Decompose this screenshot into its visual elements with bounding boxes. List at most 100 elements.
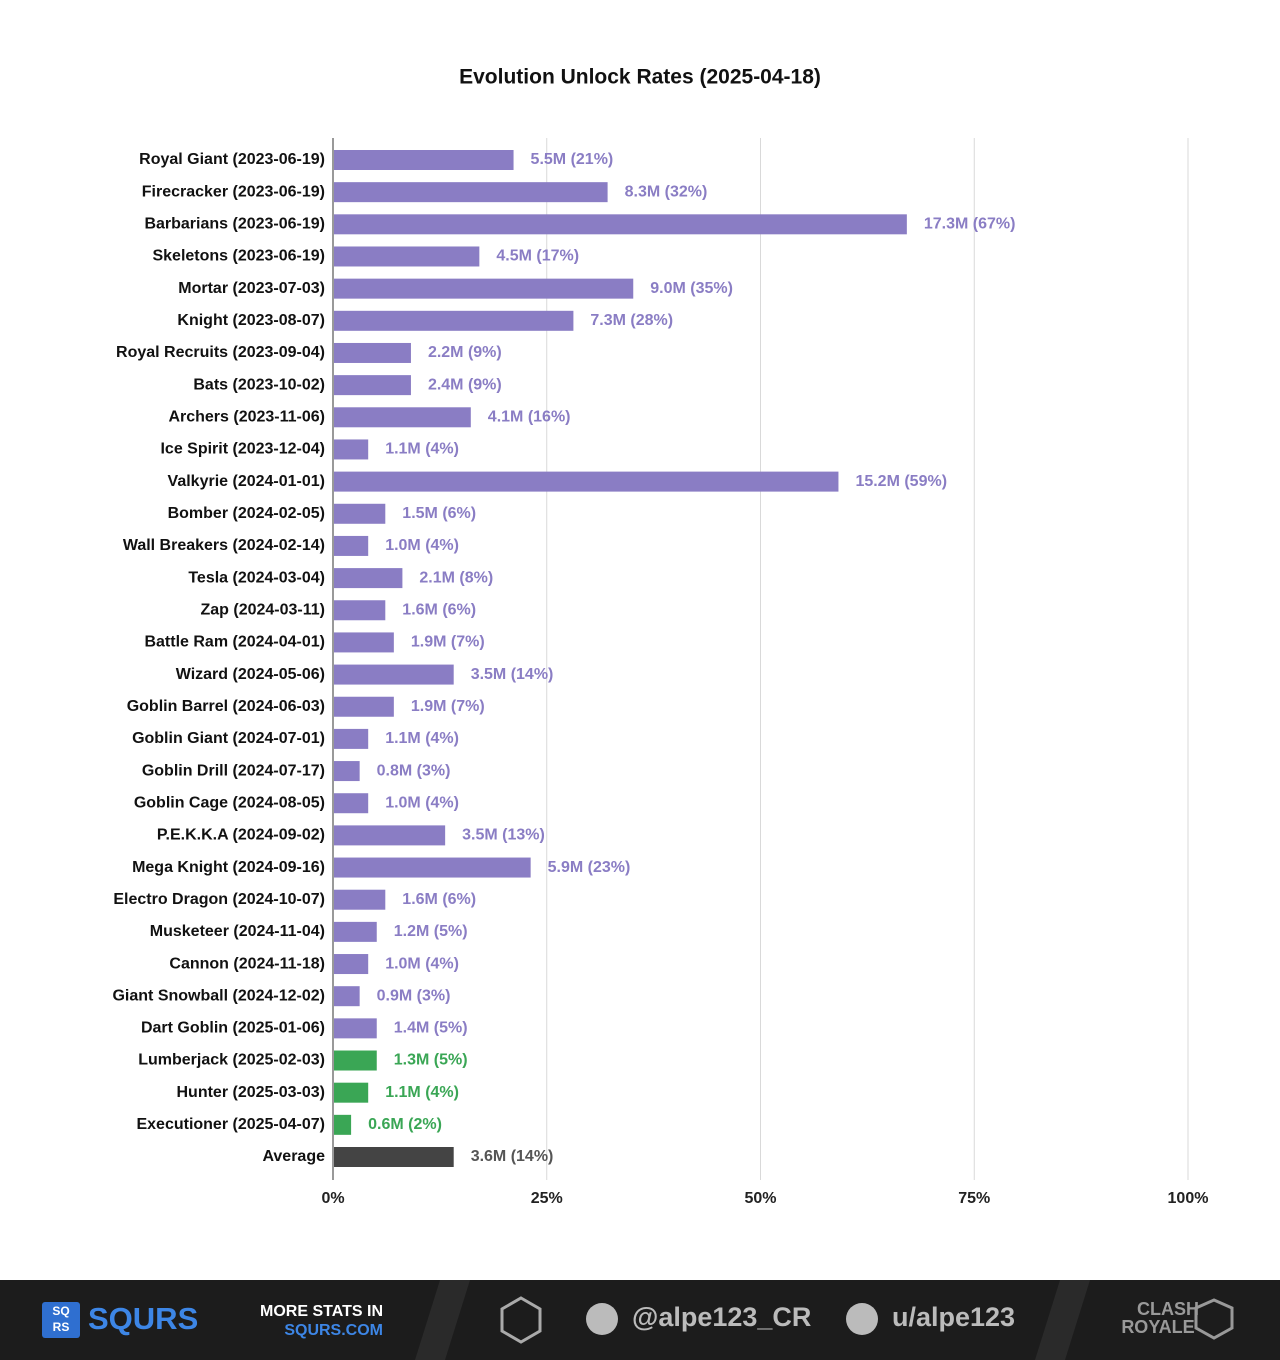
bar [334, 1147, 454, 1167]
y-tick-label: Mortar (2023-07-03) [178, 280, 325, 297]
value-label: 2.2M (9%) [428, 344, 502, 361]
value-label: 7.3M (28%) [590, 312, 673, 329]
value-label: 1.6M (6%) [402, 601, 476, 618]
x-tick-label: 75% [958, 1190, 990, 1207]
value-label: 1.9M (7%) [411, 634, 485, 651]
value-label: 2.4M (9%) [428, 376, 502, 393]
value-label: 1.0M (4%) [385, 537, 459, 554]
crown-icon [1194, 1298, 1234, 1340]
logo-icon [42, 1302, 80, 1338]
y-tick-label: Executioner (2025-04-07) [136, 1116, 325, 1133]
y-tick-label: Dart Goblin (2025-01-06) [141, 1020, 325, 1037]
bar [334, 825, 446, 846]
bar [334, 857, 531, 878]
value-label: 3.6M (14%) [471, 1148, 554, 1165]
bar [334, 1114, 352, 1135]
y-tick-label: Cannon (2024-11-18) [169, 955, 325, 972]
bar [334, 632, 394, 653]
value-label: 8.3M (32%) [625, 183, 708, 200]
bar [334, 310, 574, 331]
bar [334, 889, 386, 910]
y-tick-label: Valkyrie (2024-01-01) [168, 473, 325, 490]
reddit-handle: u/alpe123 [892, 1302, 1015, 1332]
y-tick-label: Average [262, 1148, 325, 1165]
value-label: 9.0M (35%) [650, 280, 733, 297]
bar [334, 986, 360, 1007]
site: SQURS.COM [284, 1322, 383, 1339]
y-tick-label: Electro Dragon (2024-10-07) [113, 891, 325, 908]
value-label: 15.2M (59%) [855, 473, 947, 490]
x-tick-label: 0% [321, 1190, 344, 1207]
y-tick-label: Bomber (2024-02-05) [168, 505, 325, 522]
value-label: 1.5M (6%) [402, 505, 476, 522]
bar [334, 342, 411, 363]
value-label: 1.1M (4%) [385, 1084, 459, 1101]
promo: MORE STATS IN [260, 1303, 383, 1320]
bar [334, 246, 480, 267]
y-tick-label: Wall Breakers (2024-02-14) [123, 537, 325, 554]
value-label: 1.9M (7%) [411, 698, 485, 715]
value-label: 17.3M (67%) [924, 216, 1016, 233]
y-tick-label: Goblin Barrel (2024-06-03) [127, 698, 325, 715]
bar [334, 1050, 377, 1071]
bar [334, 535, 369, 556]
x-tick-label: 25% [531, 1190, 563, 1207]
chart-title: Evolution Unlock Rates (2025-04-18) [459, 66, 821, 89]
value-label: 1.0M (4%) [385, 955, 459, 972]
reddit-icon [846, 1303, 878, 1335]
value-label: 5.5M (21%) [531, 151, 614, 168]
bar [334, 150, 514, 170]
bar [334, 600, 386, 621]
separator [1035, 1280, 1090, 1360]
value-label: 0.9M (3%) [377, 987, 451, 1004]
value-label: 2.1M (8%) [419, 569, 493, 586]
bar [334, 568, 403, 589]
value-label: 1.1M (4%) [385, 441, 459, 458]
plot-area: 0% 25% 50% 75% 100% Royal Giant (2023-06-19) 5… [112, 138, 1208, 1207]
game-logo: CLASH [1137, 1299, 1199, 1319]
y-tick-label: Mega Knight (2024-09-16) [132, 859, 325, 876]
bar [334, 375, 411, 396]
bar [334, 696, 394, 717]
y-tick-label: Firecracker (2023-06-19) [142, 183, 325, 200]
y-tick-label: Tesla (2024-03-04) [188, 569, 325, 586]
value-label: 5.9M (23%) [548, 859, 631, 876]
value-label: 0.6M (2%) [368, 1116, 442, 1133]
brand: SQURS [88, 1301, 198, 1336]
y-tick-label: Ice Spirit (2023-12-04) [160, 441, 325, 458]
y-tick-label: Goblin Drill (2024-07-17) [142, 762, 325, 779]
y-tick-label: Lumberjack (2025-02-03) [138, 1052, 325, 1069]
value-label: 3.5M (13%) [462, 827, 545, 844]
value-label: 1.0M (4%) [385, 794, 459, 811]
y-tick-label: Skeletons (2023-06-19) [152, 248, 325, 265]
twitter-icon [586, 1303, 618, 1335]
bar [334, 503, 386, 524]
bar [334, 439, 369, 460]
value-label: 1.3M (5%) [394, 1052, 468, 1069]
bar [334, 728, 369, 749]
y-tick-label: Giant Snowball (2024-12-02) [112, 987, 325, 1004]
y-tick-label: Battle Ram (2024-04-01) [144, 634, 325, 651]
bar [334, 954, 369, 975]
footer: SQ RS SQURS MORE STATS IN SQURS.COM @alp… [0, 1280, 1280, 1360]
value-label: 3.5M (14%) [471, 666, 554, 683]
value-label: 4.1M (16%) [488, 409, 571, 426]
bar [334, 182, 608, 203]
bar [334, 664, 454, 685]
value-label: 4.5M (17%) [496, 248, 579, 265]
value-label: 0.8M (3%) [377, 762, 451, 779]
y-tick-label: P.E.K.K.A (2024-09-02) [157, 827, 325, 844]
value-label: 1.6M (6%) [402, 891, 476, 908]
value-label: 1.2M (5%) [394, 923, 468, 940]
value-label: 1.1M (4%) [385, 730, 459, 747]
bar [334, 793, 369, 814]
y-tick-label: Musketeer (2024-11-04) [150, 923, 325, 940]
bar [334, 921, 377, 942]
separator [415, 1280, 470, 1360]
x-tick-label: 50% [744, 1190, 776, 1207]
bar [334, 1018, 377, 1039]
bar [334, 407, 471, 428]
bar [334, 1082, 369, 1103]
y-tick-label: Archers (2023-11-06) [168, 409, 325, 426]
